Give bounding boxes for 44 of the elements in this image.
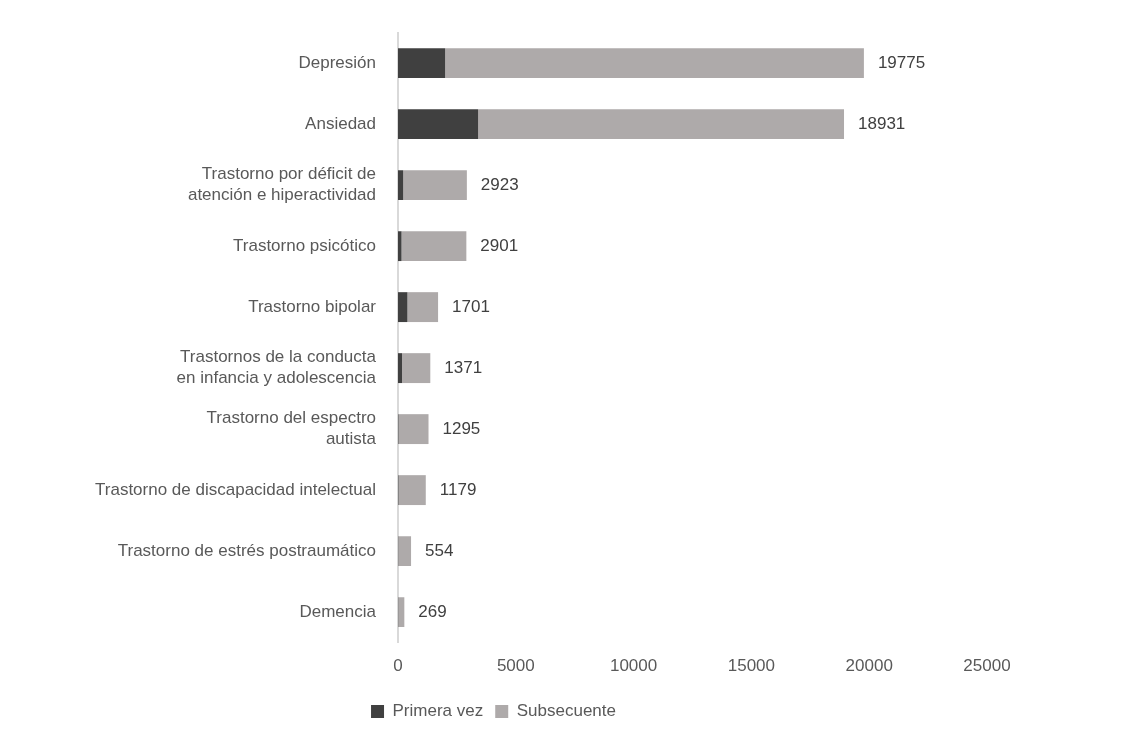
bar [445, 48, 864, 79]
bar [407, 292, 439, 323]
y-tick-label: Trastorno del espectro autista [206, 408, 377, 449]
x-tick-label: 15000 [727, 656, 776, 676]
y-tick-label: Ansiedad [305, 113, 376, 133]
total-label: 19775 [877, 52, 926, 72]
total-label: 2901 [480, 235, 519, 255]
x-tick-label: 10000 [609, 656, 658, 676]
total-label: 2923 [480, 174, 519, 194]
x-tick-label: 20000 [845, 656, 893, 676]
total-label: 269 [418, 601, 447, 621]
y-tick-label: Trastorno de estrés postraumático [117, 540, 376, 560]
total-label: 554 [425, 540, 454, 560]
bar [478, 109, 845, 140]
x-tick-label: 5000 [496, 656, 535, 676]
bar [402, 353, 431, 384]
bar [398, 536, 412, 567]
bar [398, 231, 402, 262]
x-tick-label: 0 [393, 656, 403, 676]
legend-label: Subsecuente [516, 701, 616, 721]
y-tick-label: Demencia [299, 601, 377, 621]
total-label: 1295 [442, 418, 481, 438]
bar [398, 170, 404, 201]
y-tick-label: Trastorno de discapacidad intelectual [95, 479, 376, 499]
bar [398, 292, 408, 323]
bar [401, 231, 467, 262]
bar [398, 597, 405, 628]
legend-label: Primera vez [392, 701, 484, 721]
y-tick-label: Trastorno por déficit de atención e hiperactividad [187, 164, 376, 205]
y-tick-label: Trastorno bipolar [248, 296, 377, 316]
y-tick-label: Depresión [298, 52, 376, 72]
total-label: 1701 [452, 296, 490, 316]
y-tick-label: Trastorno psicótico [233, 235, 376, 255]
bar [398, 353, 403, 384]
bar [398, 109, 479, 140]
bar [398, 414, 429, 445]
total-label: 1179 [439, 479, 477, 499]
bar [398, 475, 426, 506]
bar [398, 48, 446, 79]
total-label: 1371 [444, 357, 483, 377]
y-tick-label: Trastornos de la conducta en infancia y adolescencia [176, 347, 377, 388]
bar [403, 170, 467, 201]
x-tick-label: 25000 [963, 656, 1011, 676]
total-label: 18931 [858, 113, 906, 133]
